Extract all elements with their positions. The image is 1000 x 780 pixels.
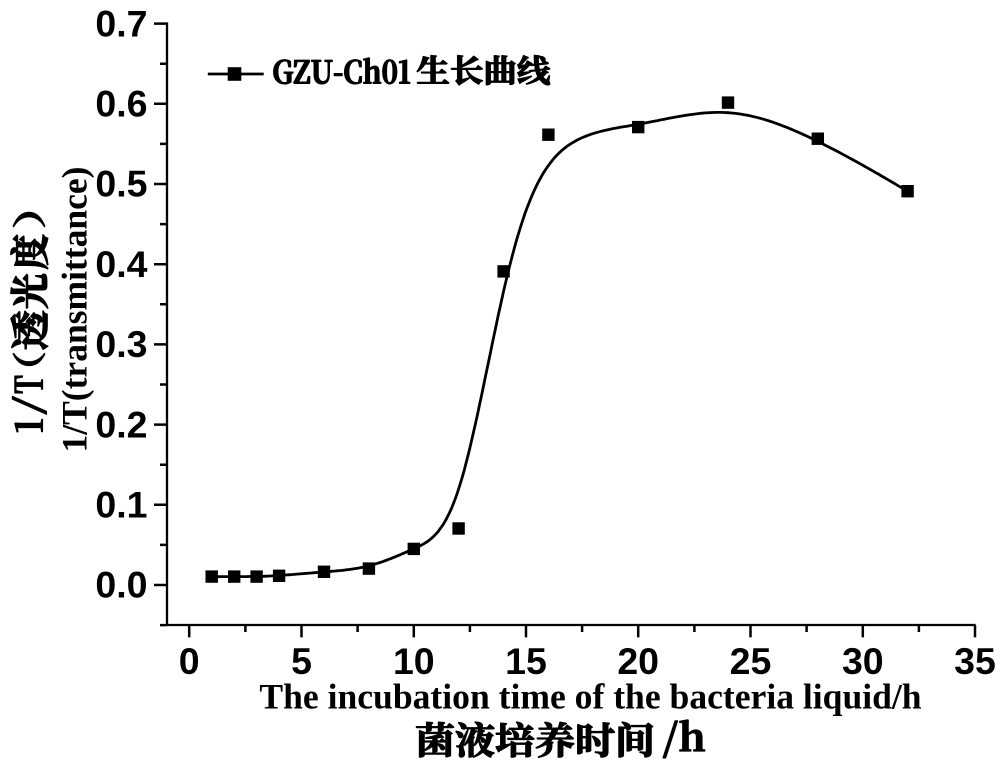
svg-text:0: 0	[179, 640, 200, 682]
svg-text:0.6: 0.6	[95, 83, 147, 125]
svg-text:0.0: 0.0	[95, 564, 147, 606]
svg-text:0.2: 0.2	[95, 403, 147, 445]
svg-text:0.7: 0.7	[95, 2, 147, 44]
svg-text:10: 10	[393, 640, 435, 682]
svg-text:5: 5	[291, 640, 312, 682]
svg-text:0.3: 0.3	[95, 323, 147, 365]
svg-text:20: 20	[617, 640, 659, 682]
svg-text:0.5: 0.5	[95, 163, 147, 205]
svg-text:15: 15	[505, 640, 547, 682]
svg-text:0.4: 0.4	[95, 243, 147, 285]
svg-text:0.1: 0.1	[95, 484, 147, 526]
svg-text:30: 30	[842, 640, 884, 682]
svg-text:The incubation time of the bac: The incubation time of the bacteria liqu…	[259, 676, 921, 716]
svg-text:35: 35	[954, 640, 996, 682]
svg-text:25: 25	[730, 640, 772, 682]
svg-text:1/T(transmittance): 1/T(transmittance)	[55, 167, 95, 453]
